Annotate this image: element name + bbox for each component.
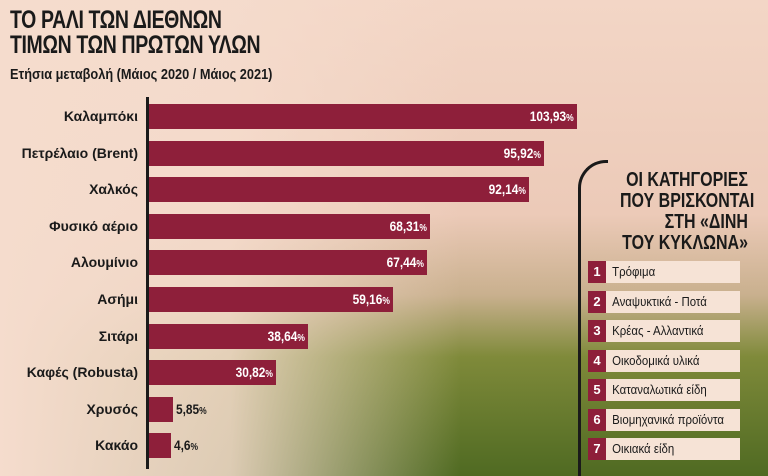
category-item: 6 Βιομηχανικά προϊόντα bbox=[588, 408, 740, 431]
bar bbox=[149, 177, 529, 203]
value-label: 67,44% bbox=[386, 254, 424, 271]
bar bbox=[149, 287, 393, 312]
panel-title-line: ΤΟΥ ΚΥΚΛΩΝΑ» bbox=[622, 232, 748, 254]
category-label: Καλαμπόκι bbox=[63, 108, 138, 124]
category-label: Πετρέλαιο (Brent) bbox=[21, 144, 138, 161]
axis-line bbox=[146, 97, 149, 469]
chart-title: ΤΟ ΡΑΛΙ ΤΩΝ ΔΙΕΘΝΩΝ ΤΙΜΩΝ ΤΩΝ ΠΡΩΤΩΝ ΥΛΩΝ bbox=[10, 6, 261, 59]
item-number: 4 bbox=[588, 349, 606, 372]
item-number: 2 bbox=[588, 290, 606, 313]
bar bbox=[149, 213, 431, 239]
bar bbox=[149, 250, 427, 276]
title-line: ΤΙΜΩΝ ΤΩΝ ΠΡΩΤΩΝ ΥΛΩΝ bbox=[10, 31, 261, 59]
category-label: Φυσικό αέριο bbox=[49, 217, 138, 234]
item-label: Οικοδομικά υλικά bbox=[612, 352, 700, 368]
category-item: 5 Καταναλωτικά είδη bbox=[588, 379, 740, 401]
item-number: 3 bbox=[588, 320, 606, 342]
chart-subtitle: Ετήσια μεταβολή (Μάιος 2020 / Μάιος 2021… bbox=[10, 66, 273, 83]
category-label: Αλουμίνιο bbox=[70, 254, 138, 271]
item-number: 6 bbox=[588, 408, 606, 431]
value-label: 4,6% bbox=[174, 437, 199, 454]
category-item: 3 Κρέας - Αλλαντικά bbox=[588, 320, 740, 342]
categories-panel: ΟΙ ΚΑΤΗΓΟΡΙΕΣ ΠΟΥ ΒΡΙΣΚΟΝΤΑΙ ΣΤΗ «ΔΙΝΗ Τ… bbox=[588, 160, 755, 460]
item-label: Αναψυκτικά - Ποτά bbox=[612, 293, 707, 309]
item-number: 7 bbox=[588, 438, 606, 460]
category-item: 1 Τρόφιμα bbox=[588, 261, 740, 283]
category-label: Χρυσός bbox=[86, 400, 138, 417]
panel-title-line: ΟΙ ΚΑΤΗΓΟΡΙΕΣ bbox=[626, 169, 748, 191]
value-label: 38,64% bbox=[267, 327, 306, 344]
value-label: 5,85% bbox=[176, 400, 207, 417]
panel-title-line: ΣΤΗ «ΔΙΝΗ bbox=[664, 211, 748, 233]
item-number: 5 bbox=[588, 379, 606, 401]
item-label: Τρόφιμα bbox=[612, 264, 656, 279]
bar bbox=[149, 433, 171, 459]
value-label: 95,92% bbox=[503, 144, 542, 161]
value-label: 68,31% bbox=[390, 217, 428, 234]
bar bbox=[149, 360, 276, 386]
item-number: 1 bbox=[588, 261, 606, 283]
panel-title: ΟΙ ΚΑΤΗΓΟΡΙΕΣ ΠΟΥ ΒΡΙΣΚΟΝΤΑΙ ΣΤΗ «ΔΙΝΗ Τ… bbox=[620, 160, 755, 254]
item-label: Βιομηχανικά προϊόντα bbox=[612, 411, 724, 427]
value-label: 59,16% bbox=[352, 291, 390, 307]
item-label: Οικιακά είδη bbox=[612, 441, 675, 456]
item-label: Καταναλωτικά είδη bbox=[612, 382, 707, 397]
panel-title-line: ΠΟΥ ΒΡΙΣΚΟΝΤΑΙ bbox=[620, 190, 755, 212]
value-label: 30,82% bbox=[235, 364, 273, 381]
bar bbox=[149, 104, 578, 129]
category-item: 2 Αναψυκτικά - Ποτά bbox=[588, 290, 740, 313]
title-line: ΤΟ ΡΑΛΙ ΤΩΝ ΔΙΕΘΝΩΝ bbox=[10, 6, 222, 34]
category-label: Ασήμι bbox=[97, 291, 138, 307]
category-label: Καφές (Robusta) bbox=[26, 364, 138, 381]
bar bbox=[149, 396, 174, 422]
category-label: Σιτάρι bbox=[98, 327, 138, 344]
bar bbox=[149, 140, 545, 166]
category-item: 7 Οικιακά είδη bbox=[588, 438, 740, 460]
item-label: Κρέας - Αλλαντικά bbox=[612, 323, 704, 338]
category-item: 4 Οικοδομικά υλικά bbox=[588, 349, 740, 372]
value-label: 103,93% bbox=[530, 108, 575, 124]
value-label: 92,14% bbox=[488, 181, 526, 198]
category-label: Κακάο bbox=[95, 437, 138, 454]
category-label: Χαλκός bbox=[89, 181, 138, 198]
bar bbox=[149, 323, 309, 349]
